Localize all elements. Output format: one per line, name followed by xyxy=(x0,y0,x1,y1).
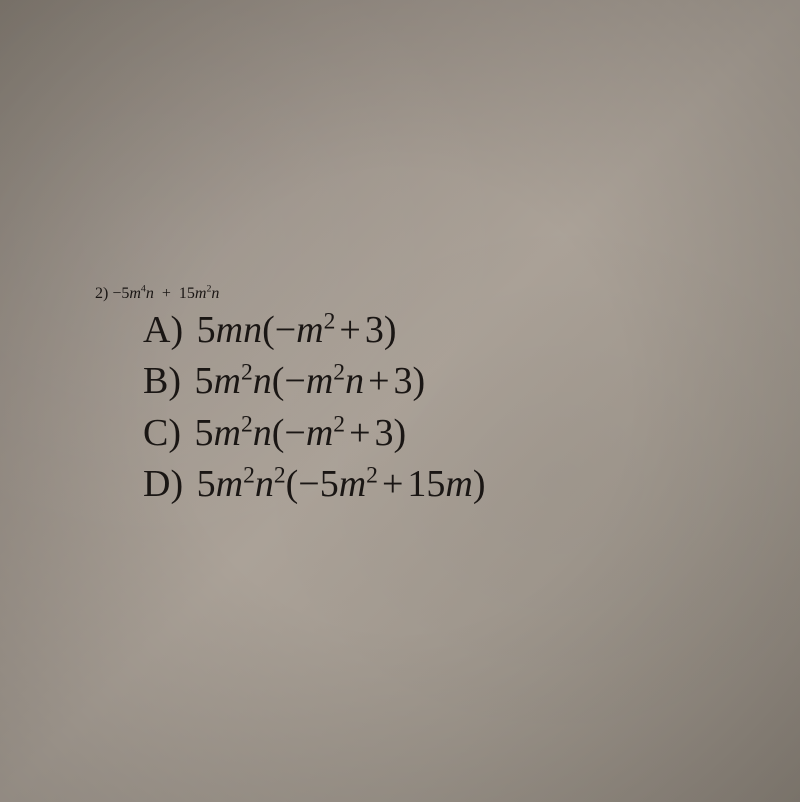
option-b: B) 5m2n(−m2n+3) xyxy=(143,356,486,407)
question-number: 2) xyxy=(95,285,108,302)
term2-var2: n xyxy=(211,285,219,302)
option-d: D) 5m2n2(−5m2+15m) xyxy=(143,459,486,510)
options-list: A) 5mn(−m2+3) B) 5m2n(−m2n+3) C) 5m2n(−m… xyxy=(143,305,486,510)
question-block: 2) −5m4n + 15m2n A) 5mn(−m2+3) B) 5m2n(−… xyxy=(95,285,486,510)
op1: + xyxy=(162,285,171,302)
term1-var2: n xyxy=(146,285,154,302)
term2-var1: m xyxy=(195,285,207,302)
option-b-label: B) xyxy=(143,360,181,402)
question-expression: 2) −5m4n + 15m2n xyxy=(95,285,486,303)
option-d-label: D) xyxy=(143,463,183,505)
option-a-label: A) xyxy=(143,309,183,351)
option-c-label: C) xyxy=(143,412,181,454)
option-a: A) 5mn(−m2+3) xyxy=(143,305,486,356)
option-c: C) 5m2n(−m2+3) xyxy=(143,408,486,459)
term1-var1: m xyxy=(129,285,141,302)
term2-coeff: 15 xyxy=(179,285,195,302)
term1-sign: −5 xyxy=(112,285,129,302)
